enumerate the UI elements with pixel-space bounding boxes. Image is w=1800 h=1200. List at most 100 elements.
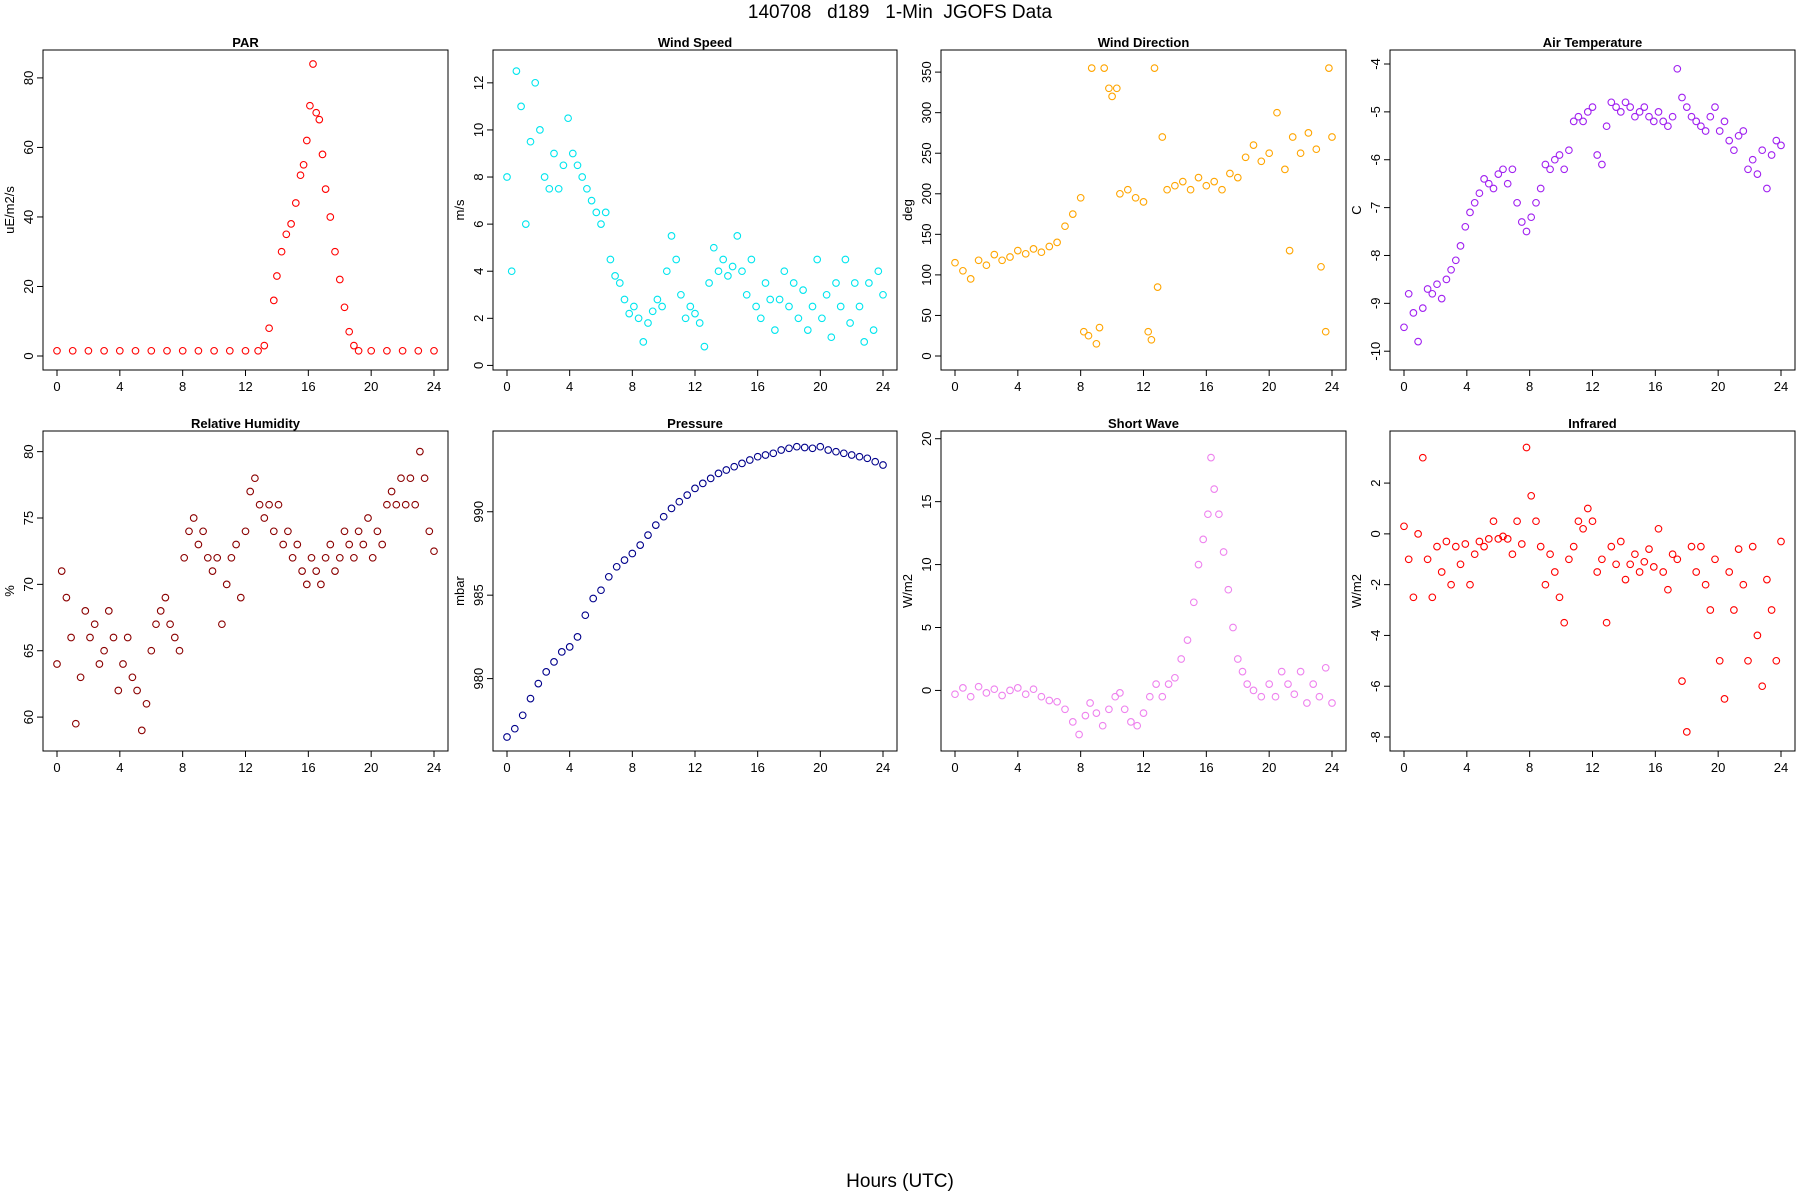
data-point xyxy=(170,633,179,642)
data-point xyxy=(378,540,387,549)
x-tick-label: 8 xyxy=(179,379,186,394)
data-point xyxy=(1711,103,1719,111)
data-point xyxy=(1621,575,1630,584)
data-point xyxy=(227,553,236,562)
data-point xyxy=(236,593,245,602)
data-point xyxy=(260,514,269,522)
data-point xyxy=(1418,304,1427,312)
x-tick-label: 20 xyxy=(364,760,378,775)
data-point xyxy=(1437,294,1446,303)
data-point xyxy=(1706,112,1715,121)
data-point xyxy=(1076,193,1085,202)
y-tick-label: 75 xyxy=(21,511,36,525)
data-point xyxy=(777,446,786,454)
data-point xyxy=(1257,692,1266,701)
y-tick-label: 10 xyxy=(919,557,934,571)
data-point xyxy=(137,726,146,735)
data-point xyxy=(1202,181,1211,190)
data-point xyxy=(265,324,273,333)
data-point xyxy=(1404,289,1413,298)
data-point xyxy=(1409,593,1418,602)
data-point xyxy=(1739,580,1748,589)
data-point xyxy=(213,553,222,562)
data-point xyxy=(998,691,1006,700)
data-point xyxy=(1013,684,1022,692)
data-point xyxy=(1635,108,1644,116)
x-tick-label: 4 xyxy=(1014,379,1021,394)
data-point xyxy=(653,295,662,304)
data-point xyxy=(131,346,140,355)
x-tick-label: 16 xyxy=(301,760,315,775)
x-tick-label: 0 xyxy=(503,760,510,775)
series-points xyxy=(1400,64,1785,346)
y-tick-label: 150 xyxy=(919,223,934,245)
data-point xyxy=(691,484,699,493)
data-point xyxy=(142,699,151,708)
data-point xyxy=(1404,555,1413,564)
data-point xyxy=(1447,580,1455,589)
data-point xyxy=(860,338,869,346)
data-point xyxy=(175,646,184,655)
data-point xyxy=(411,500,420,509)
data-point xyxy=(1145,692,1154,701)
data-point xyxy=(1152,680,1160,688)
data-point xyxy=(1243,680,1252,688)
data-point xyxy=(1616,537,1625,546)
data-point xyxy=(1692,117,1701,126)
data-point xyxy=(1588,517,1597,526)
data-point xyxy=(846,319,854,327)
chart-par: PAR uE/m2/s 0 4 8 12 16 20 24 0 20 40 60 80 xyxy=(2,35,449,394)
y-tick-label: 50 xyxy=(919,308,934,322)
data-point xyxy=(982,689,991,697)
data-point xyxy=(1199,535,1208,544)
data-point xyxy=(531,78,540,87)
data-point xyxy=(293,540,302,549)
data-point xyxy=(335,553,344,562)
data-point xyxy=(855,302,864,311)
data-point xyxy=(1210,177,1219,186)
data-point xyxy=(1720,695,1729,703)
data-point xyxy=(282,230,291,239)
data-point xyxy=(1725,568,1734,576)
data-point xyxy=(71,719,80,728)
data-point xyxy=(1701,580,1710,589)
data-point xyxy=(803,326,812,334)
data-point xyxy=(1550,568,1559,576)
x-tick-label: 16 xyxy=(1648,760,1662,775)
data-point xyxy=(1522,443,1531,452)
data-point xyxy=(1654,524,1663,533)
data-point xyxy=(761,279,770,287)
data-point xyxy=(611,272,619,280)
data-point xyxy=(208,567,217,575)
data-point xyxy=(839,449,848,458)
data-point xyxy=(1470,550,1479,559)
data-point xyxy=(1503,179,1512,188)
data-point xyxy=(1499,165,1507,174)
data-point xyxy=(1715,127,1724,135)
y-tick-label: -7 xyxy=(1368,202,1383,214)
data-point xyxy=(719,255,728,264)
data-point xyxy=(573,633,582,641)
data-point xyxy=(644,319,652,327)
data-point xyxy=(1284,680,1292,688)
data-point xyxy=(1178,177,1187,186)
data-point xyxy=(1682,728,1691,736)
data-point xyxy=(57,567,66,575)
x-tick-label: 8 xyxy=(629,379,636,394)
y-tick-label: -6 xyxy=(1368,154,1383,166)
data-point xyxy=(510,724,519,733)
data-point xyxy=(269,296,278,305)
data-point xyxy=(724,272,732,280)
data-point xyxy=(284,527,292,536)
data-point xyxy=(1711,555,1719,564)
data-point xyxy=(698,479,707,488)
data-point xyxy=(1120,705,1129,714)
data-point xyxy=(1309,680,1318,688)
data-point xyxy=(161,593,170,602)
data-point xyxy=(331,247,339,256)
data-point xyxy=(589,594,598,603)
data-point xyxy=(789,279,798,287)
chart-short-wave: Short Wave W/m2 0 4 8 12 16 20 24 0 5 10 15 20 xyxy=(900,416,1347,775)
data-point xyxy=(1687,112,1696,121)
data-point xyxy=(1139,198,1148,206)
